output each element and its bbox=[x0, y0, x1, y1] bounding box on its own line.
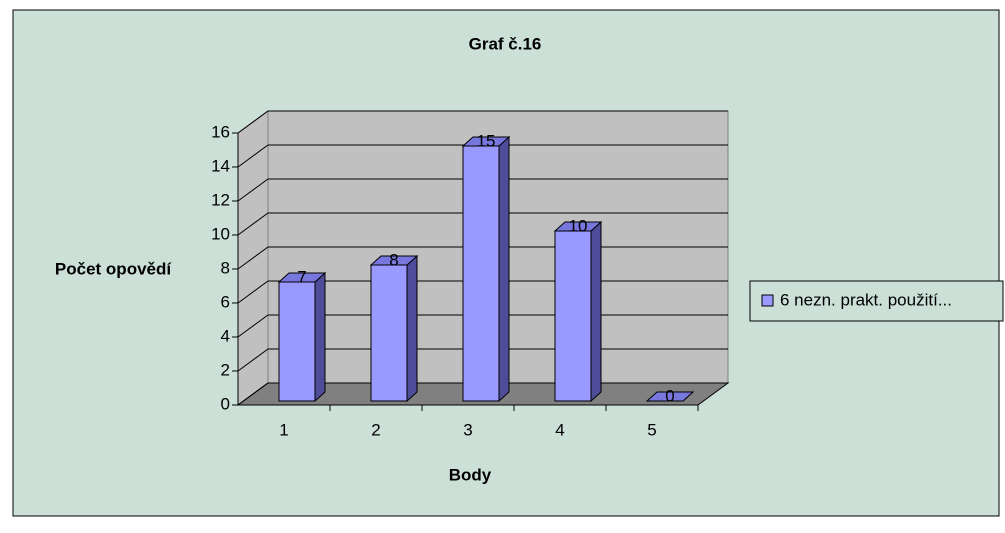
x-tick-label: 2 bbox=[371, 420, 380, 439]
bar-side bbox=[498, 135, 510, 403]
data-label: 0 bbox=[665, 386, 674, 405]
x-axis-label: Body bbox=[449, 465, 492, 484]
bar-top bbox=[553, 221, 603, 232]
bar-top bbox=[277, 272, 327, 283]
y-tick-label: 10 bbox=[211, 224, 230, 243]
legend: 6 nezn. prakt. použití... bbox=[749, 280, 1004, 322]
bar bbox=[645, 391, 695, 402]
grid-line bbox=[237, 144, 728, 168]
bar bbox=[369, 254, 419, 403]
bar-front bbox=[278, 281, 316, 402]
bar-front bbox=[462, 145, 500, 402]
bar bbox=[277, 271, 327, 403]
y-tick-label: 16 bbox=[211, 122, 230, 141]
legend-label: 6 nezn. prakt. použití... bbox=[780, 290, 952, 309]
data-label: 15 bbox=[477, 131, 496, 150]
bar-front bbox=[370, 264, 408, 402]
bar bbox=[553, 220, 603, 403]
y-tick-label: 12 bbox=[211, 190, 230, 209]
legend-box bbox=[749, 280, 1004, 322]
grid-line bbox=[237, 178, 728, 202]
y-axis-label: Počet opovědí bbox=[55, 259, 172, 278]
bar-top bbox=[645, 391, 695, 402]
grid-line bbox=[237, 110, 728, 134]
chart-title: Graf č.16 bbox=[469, 34, 542, 53]
legend-swatch bbox=[761, 294, 774, 307]
x-tick-label: 4 bbox=[555, 420, 564, 439]
bar-side bbox=[590, 220, 602, 403]
bar-side bbox=[406, 254, 418, 403]
bar bbox=[461, 135, 511, 403]
grid-line bbox=[237, 212, 728, 236]
y-tick-label: 6 bbox=[221, 292, 230, 311]
data-label: 10 bbox=[569, 216, 588, 235]
y-tick-label: 0 bbox=[221, 394, 230, 413]
bar-top bbox=[369, 255, 419, 266]
bar-top bbox=[461, 136, 511, 147]
y-tick-label: 2 bbox=[221, 360, 230, 379]
y-tick-label: 8 bbox=[221, 258, 230, 277]
data-label: 8 bbox=[389, 250, 398, 269]
x-tick-label: 3 bbox=[463, 420, 472, 439]
y-tick-label: 4 bbox=[221, 326, 230, 345]
x-tick-label: 5 bbox=[647, 420, 656, 439]
x-tick-label: 1 bbox=[279, 420, 288, 439]
bar-front bbox=[554, 230, 592, 402]
bar-side bbox=[314, 271, 326, 403]
y-tick-label: 14 bbox=[211, 156, 230, 175]
data-label: 7 bbox=[297, 267, 306, 286]
